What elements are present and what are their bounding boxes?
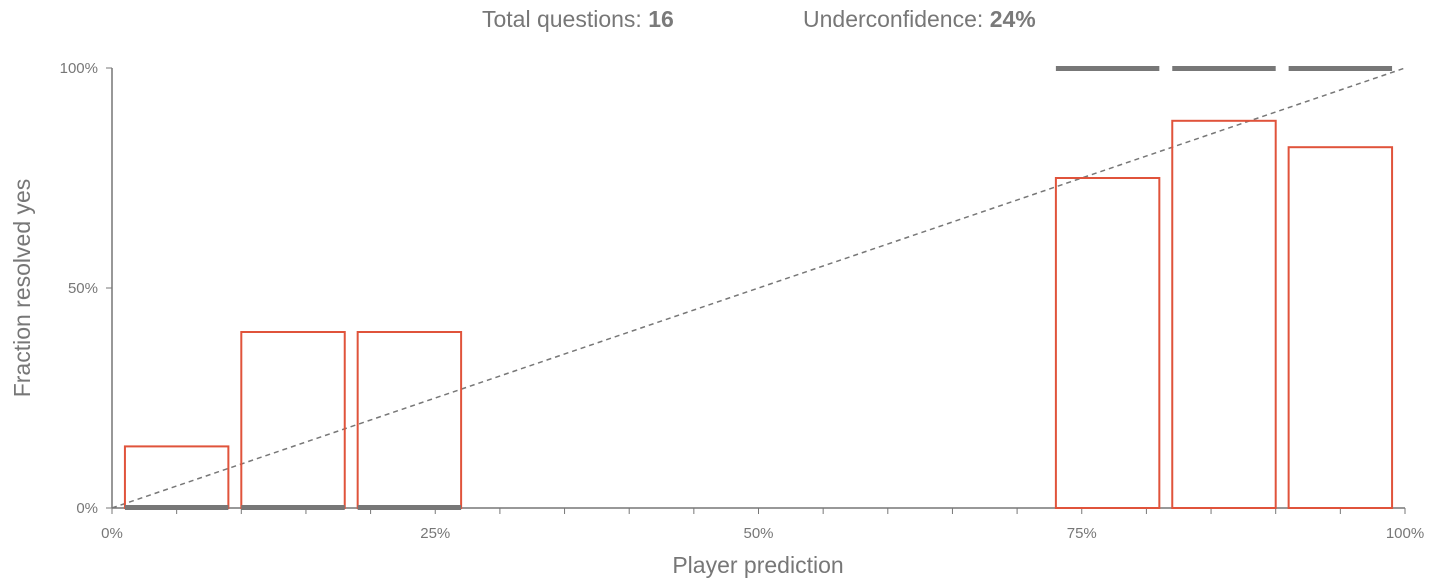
calibration-bin bbox=[240, 331, 346, 509]
underconfidence-stat: Underconfidence: 24% bbox=[803, 4, 1036, 34]
x-axis-title: Player prediction bbox=[672, 552, 843, 578]
bin-count-bar bbox=[1288, 66, 1393, 71]
x-tick-label: 25% bbox=[420, 525, 450, 542]
chart-marks bbox=[111, 66, 1406, 510]
total-questions-value: 16 bbox=[648, 6, 674, 32]
calibration-bin bbox=[356, 331, 463, 509]
bin-count-bar bbox=[124, 505, 229, 510]
axes: 0% 25% 50% 75% 100% 0% 50% 100% bbox=[60, 60, 1425, 542]
perfect-calibration-line bbox=[111, 67, 1406, 509]
calibration-bin bbox=[1054, 177, 1161, 509]
calibration-bin bbox=[1287, 146, 1394, 509]
calibration-bin bbox=[1171, 119, 1277, 510]
y-axis-title: Fraction resolved yes bbox=[9, 179, 35, 398]
bin-count-bar bbox=[241, 505, 345, 510]
x-tick-label: 50% bbox=[743, 525, 773, 542]
underconfidence-label: Underconfidence: bbox=[803, 6, 984, 32]
total-questions-stat: Total questions: 16 bbox=[482, 4, 674, 34]
underconfidence-value: 24% bbox=[989, 6, 1036, 32]
x-tick-label: 100% bbox=[1386, 525, 1424, 542]
y-tick-label: 0% bbox=[76, 500, 98, 517]
y-tick-label: 100% bbox=[60, 60, 98, 77]
x-tick-label: 75% bbox=[1067, 525, 1097, 542]
bin-count-bar bbox=[1055, 66, 1160, 71]
y-tick-label: 50% bbox=[68, 280, 98, 297]
bin-count-bar bbox=[357, 505, 462, 510]
x-tick-label: 0% bbox=[101, 525, 123, 542]
bin-count-bar bbox=[1172, 66, 1276, 71]
total-questions-label: Total questions: bbox=[482, 6, 642, 32]
stats-header: Total questions: 16 Underconfidence: 24% bbox=[0, 4, 1450, 34]
